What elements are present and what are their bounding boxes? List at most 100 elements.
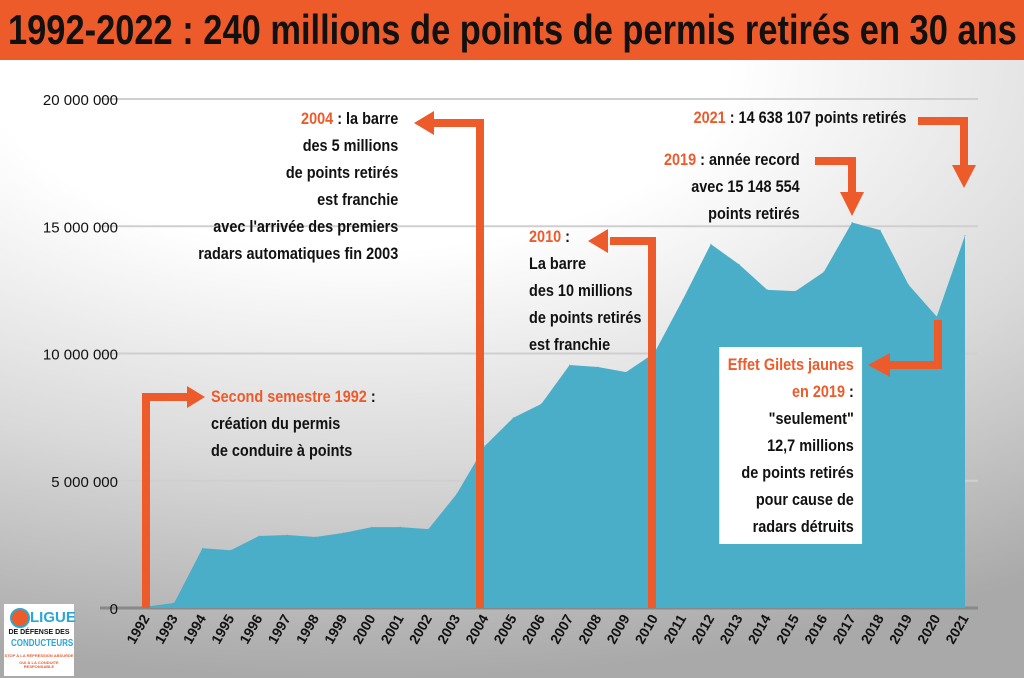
data-point-2015: [795, 290, 797, 292]
x-tick-label: 2013: [716, 611, 746, 646]
annotation-line: 12,7 millions: [766, 436, 854, 455]
annotation-text: : 14 638 107 points retirés: [725, 108, 906, 127]
x-tick-label: 2011: [660, 611, 689, 645]
x-tick-label: 2009: [603, 611, 633, 646]
x-tick-label: 2006: [519, 611, 549, 646]
annotation-arrows: [142, 117, 968, 608]
data-point-1998: [314, 536, 316, 538]
annotation-2019: 2019 : année record avec 15 148 554 poin…: [664, 146, 800, 227]
chart-title: 1992-2022 : 240 millions de points de pe…: [8, 6, 1024, 53]
annotation-line: de points retirés: [529, 308, 642, 327]
data-point-2009: [625, 371, 627, 373]
annotation-head: 2004: [300, 109, 333, 128]
annotation-line: points retirés: [708, 204, 800, 223]
x-tick-label: 2003: [434, 611, 464, 646]
annotation-line: de conduire à points: [211, 441, 353, 460]
x-tick-label: 2020: [914, 611, 944, 646]
x-tick-label: 2008: [575, 611, 605, 646]
data-point-1996: [258, 535, 260, 537]
x-tick-label: 2015: [773, 611, 803, 646]
data-point-2021: [964, 234, 966, 236]
annotation-line: de points retirés: [285, 163, 398, 182]
data-point-2013: [738, 263, 740, 265]
data-point-2008: [597, 366, 599, 368]
x-tick-label: 2018: [857, 611, 887, 646]
data-point-2003: [456, 493, 458, 495]
arrowhead-1992: [187, 386, 205, 408]
annotation-head: Effet Gilets jaunes: [727, 355, 854, 374]
annotation-line: est franchie: [529, 335, 611, 354]
y-tick-label: 15 000 000: [43, 219, 118, 236]
arrowhead-2010: [588, 229, 608, 253]
annotation-head: en 2019: [791, 382, 845, 401]
annotation-gilets-jaunes: Effet Gilets jaunes en 2019 : "seulement…: [718, 347, 862, 544]
annotation-head: 2021: [693, 108, 726, 127]
annotation-line: avec l'arrivée des premiers: [213, 217, 398, 236]
data-point-1997: [286, 534, 288, 536]
annotation-line: pour cause de: [755, 490, 854, 509]
x-tick-label: 1994: [180, 611, 210, 646]
annotation-2010: 2010 : La barre des 10 millions de point…: [529, 223, 641, 358]
data-point-2014: [766, 289, 768, 291]
data-point-2005: [512, 417, 514, 419]
logo-text: CONDUCTEURS: [11, 638, 74, 649]
logo-text: LIGUE: [30, 609, 76, 626]
data-point-1999: [343, 532, 345, 534]
x-tick-label: 1996: [236, 611, 266, 646]
x-tick-label: 2000: [349, 611, 379, 646]
annotation-text: : la barre: [332, 109, 398, 128]
data-point-1994: [201, 547, 203, 549]
logo-text: DE DÉFENSE DES: [8, 629, 70, 636]
data-point-1995: [230, 549, 232, 551]
annotation-line: est franchie: [316, 190, 398, 209]
data-point-2018: [879, 229, 881, 231]
data-point-2002: [427, 528, 429, 530]
data-point-2017: [851, 221, 853, 223]
x-tick-label: 2014: [744, 611, 774, 646]
data-point-2000: [371, 526, 373, 528]
annotation-head: Second semestre 1992: [211, 387, 367, 406]
data-point-2006: [540, 403, 542, 405]
arrow-gilets: [888, 320, 942, 369]
x-tick-label: 2002: [406, 611, 436, 646]
data-point-1993: [173, 602, 175, 604]
y-tick-label: 0: [110, 601, 118, 618]
logo: LIGUE DE DÉFENSE DES CONDUCTEURS STOP À …: [4, 604, 76, 676]
x-tick-label: 2012: [688, 611, 718, 646]
annotation-line: des 10 millions: [529, 281, 633, 300]
data-point-2007: [569, 364, 571, 366]
annotation-text: :: [366, 387, 376, 406]
data-point-2012: [710, 243, 712, 245]
logo-text: STOP À LA RÉPRESSION ABSURDE: [4, 653, 74, 658]
arrow-2010: [610, 237, 656, 608]
y-tick-label: 10 000 000: [43, 347, 118, 364]
annotation-text: : année record: [696, 150, 800, 169]
x-tick-label: 2004: [462, 611, 492, 646]
data-point-2020: [936, 316, 938, 318]
title-banner: 1992-2022 : 240 millions de points de pe…: [0, 0, 1024, 60]
arrowhead-2021: [952, 165, 976, 188]
annotation-line: de points retirés: [741, 463, 854, 482]
arrowheads: [187, 111, 976, 408]
annotation-head: 2019: [664, 150, 697, 169]
annotation-line: radars détruits: [752, 517, 854, 536]
data-point-2001: [399, 526, 401, 528]
x-tick-label: 1993: [151, 611, 181, 646]
annotation-head: 2010: [529, 227, 562, 246]
annotation-line: des 5 millions: [302, 136, 398, 155]
data-point-2011: [682, 299, 684, 301]
annotation-1992: Second semestre 1992 : création du permi…: [211, 383, 376, 464]
x-tick-label: 1999: [321, 611, 351, 646]
arrow-2004: [432, 119, 484, 608]
x-tick-label: 2007: [547, 611, 577, 646]
x-tick-label: 2010: [632, 611, 662, 646]
arrowhead-gilets: [868, 353, 890, 377]
logo-text: OUI À LA CONDUITE RESPONSABLE: [19, 660, 59, 669]
arrowhead-2019: [840, 192, 864, 216]
y-tick-label: 5 000 000: [51, 474, 118, 491]
x-tick-label: 2019: [886, 611, 916, 646]
data-point-2004: [484, 445, 486, 447]
annotation-line: création du permis: [211, 414, 341, 433]
annotation-line: avec 15 148 554: [691, 177, 800, 196]
